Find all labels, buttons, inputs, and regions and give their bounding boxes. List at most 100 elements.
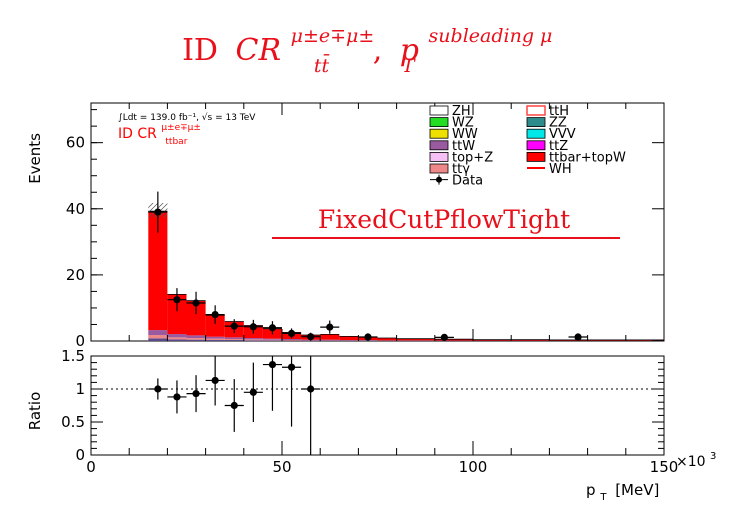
- legend-label-7: ttZ: [549, 139, 568, 154]
- bar-other-6: [262, 340, 282, 341]
- title-p-sub: T: [402, 55, 416, 77]
- legend-swatch-12: [436, 176, 442, 183]
- bar-ttbar-2: [186, 300, 206, 336]
- data-point-12: [574, 333, 582, 341]
- y-axis-label-ratio: Ratio: [26, 392, 44, 431]
- data-point-4: [230, 322, 238, 330]
- bar-ttbar-1: [167, 294, 187, 335]
- legend-swatch-1: [526, 105, 546, 116]
- legend-swatch-3: [526, 117, 546, 127]
- legend-swatch-2: [429, 117, 449, 127]
- legend-label-11: WH: [549, 162, 572, 177]
- bar-ttg-3: [205, 338, 225, 341]
- bar-ttw-0: [148, 330, 168, 336]
- ratio-point-4: [230, 401, 238, 410]
- title-p: p: [400, 33, 419, 68]
- x-axis-multiplier-exp: 3: [710, 451, 716, 462]
- data-point-2: [192, 299, 200, 307]
- lower-x-axis: 0 50 100 150: [86, 441, 678, 476]
- bar-ttg-7: [282, 340, 302, 341]
- ratio-point-1: [173, 393, 181, 401]
- overlay-label: FixedCutPflowTight: [318, 205, 570, 234]
- bar-ttg-0: [148, 335, 168, 339]
- x-axis-label-unit: [MeV]: [615, 481, 659, 499]
- hatch-line: [128, 203, 143, 218]
- title-prefix: ID: [182, 33, 218, 68]
- legend-swatch-8: [429, 151, 449, 162]
- x-axis-multiplier: ×10 3: [676, 451, 716, 470]
- legend-swatch-6: [429, 140, 449, 151]
- bar-ttbar-16: [549, 339, 664, 341]
- legend-label-9: ttbar+topW: [549, 150, 626, 165]
- x-axis-label-sub: T: [599, 492, 607, 503]
- bar-ttbar-10: [339, 336, 359, 341]
- data-point-1: [173, 296, 181, 304]
- lumi-label: ∫Ldt = 139.0 fb⁻¹, √s = 13 TeV: [118, 112, 256, 123]
- hatch-line: [148, 202, 149, 204]
- bar-ttw-7: [282, 339, 302, 341]
- legend-label-4: WW: [452, 127, 478, 142]
- ratio-points: [148, 356, 321, 455]
- hatch-line: [183, 203, 198, 218]
- bar-ttg-4: [224, 339, 244, 341]
- x-tick-label: 150: [650, 458, 679, 476]
- hatch-line: [158, 208, 168, 218]
- hatch-line: [168, 203, 183, 218]
- hatch-line: [148, 202, 154, 209]
- legend: ZH ttH WZ ZZ WW VVV ttW ttZ top+Z ttbar+topW ttγ WH…: [429, 104, 626, 189]
- legend-label-6: ttW: [452, 139, 475, 154]
- data-point-6: [268, 324, 277, 332]
- bar-ttg-5: [243, 339, 263, 341]
- y-tick-label-upper: 40: [66, 200, 85, 218]
- x-axis-label-main: p: [586, 481, 596, 499]
- hatch-line: [178, 203, 193, 218]
- x-tick-label: 0: [86, 458, 96, 476]
- legend-swatch-9: [526, 151, 546, 162]
- legend-label-10: ttγ: [452, 162, 470, 177]
- legend-swatch-7: [526, 140, 546, 151]
- data-point-8: [307, 333, 315, 341]
- bar-ttw-1: [167, 334, 187, 338]
- bar-ttg-6: [262, 339, 282, 341]
- y-tick-label-upper: 60: [66, 134, 85, 152]
- bar-ttw-3: [205, 336, 225, 339]
- bar-other-1: [167, 339, 187, 341]
- lower-frame: [90, 355, 665, 456]
- ratio-point-0: [154, 385, 162, 393]
- bar-ttbar-13: [396, 338, 435, 341]
- ratio-point-8: [307, 385, 315, 393]
- region-label-sub: ttbar: [165, 137, 187, 147]
- hatch-line: [148, 202, 159, 214]
- ratio-point-5: [249, 388, 257, 396]
- ratio-point-6: [268, 360, 277, 369]
- hatch-line: [163, 213, 168, 218]
- data-point-11: [440, 333, 448, 341]
- bar-other-4: [224, 340, 244, 341]
- data-point-5: [249, 323, 257, 331]
- chart-title: ID CR μ±e∓μ± tt̄ , p subleading μ T: [182, 25, 552, 77]
- title-sep: ,: [373, 33, 383, 68]
- legend-label-0: ZH: [452, 104, 471, 119]
- region-label-sup: μ±e∓μ±: [161, 123, 201, 133]
- bar-other-5: [243, 340, 263, 341]
- y-tick-label-lower: 0: [75, 446, 85, 464]
- bar-ttbar-9: [320, 334, 340, 340]
- title-cr-sub: tt̄: [314, 53, 330, 77]
- data-point-0: [154, 208, 162, 216]
- bar-ttg-1: [167, 337, 187, 340]
- bar-ttw-9: [320, 339, 340, 341]
- lower-y-axis: 0 0.5 1 1.5: [61, 347, 664, 464]
- data-point-7: [287, 329, 296, 337]
- ratio-point-3: [211, 376, 219, 385]
- bar-ttbar-3: [205, 315, 225, 337]
- data-point-9: [326, 323, 334, 331]
- upper-pad: 0 20 40 60 Events ∫Ldt = 139.0 fb⁻¹, √s = 1…: [26, 102, 665, 350]
- legend-label-12: Data: [452, 174, 483, 189]
- legend-swatch-0: [429, 105, 449, 116]
- y-tick-label-lower: 1: [75, 380, 85, 398]
- legend-swatch-5: [526, 128, 546, 139]
- y-tick-label-lower: 0.5: [61, 413, 85, 431]
- upper-y-axis: 0 20 40 60: [66, 103, 665, 350]
- bar-other-2: [186, 339, 206, 341]
